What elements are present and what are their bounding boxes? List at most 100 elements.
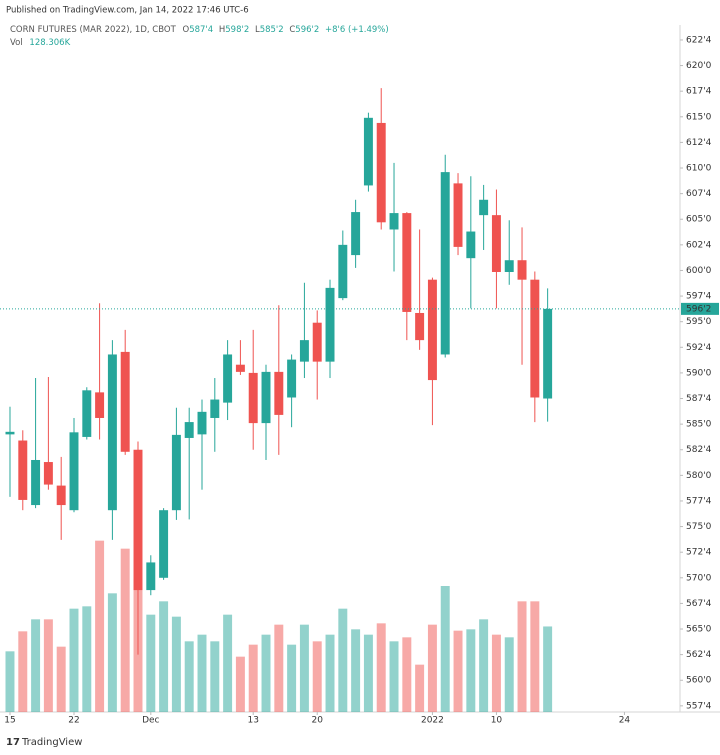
y-tick-label: 565'0 xyxy=(686,625,712,635)
y-tick-label: 582'4 xyxy=(686,445,712,455)
volume-bar xyxy=(69,608,79,712)
candle-body xyxy=(43,462,53,485)
candle-body xyxy=(453,183,463,247)
volume-bar xyxy=(107,593,117,712)
volume-bar xyxy=(235,656,245,712)
candle-body xyxy=(466,231,476,259)
volume-bar xyxy=(56,646,66,712)
candle-body xyxy=(491,215,501,272)
footer-brand: TradingView xyxy=(21,737,82,748)
volume-bar xyxy=(504,637,514,712)
candle-body xyxy=(184,422,194,438)
last-price-label: 596'2 xyxy=(686,304,711,314)
volume-bar xyxy=(146,614,156,712)
volume-bar xyxy=(274,624,284,712)
close-value: 596'2 xyxy=(295,25,319,35)
candle-body xyxy=(517,260,527,280)
volume-bar xyxy=(325,634,335,712)
low-prefix: L xyxy=(255,25,260,35)
y-tick-label: 617'4 xyxy=(686,87,712,97)
candle-body xyxy=(133,449,143,591)
candle-body xyxy=(376,122,386,223)
volume-bar xyxy=(120,548,130,712)
y-tick-label: 577'4 xyxy=(686,496,712,506)
candle-body xyxy=(325,287,335,362)
x-tick-label: 2022 xyxy=(421,716,444,726)
candle-body xyxy=(120,351,130,452)
volume-bar xyxy=(351,629,361,712)
volume-bar xyxy=(171,616,181,712)
volume-bar xyxy=(95,540,105,712)
candle-body xyxy=(82,390,92,437)
candle-body xyxy=(171,434,181,511)
y-tick-label: 602'4 xyxy=(686,240,712,250)
candle-body xyxy=(5,431,15,435)
y-tick-label: 572'4 xyxy=(686,548,712,558)
volume-bar xyxy=(402,637,412,712)
y-tick-label: 570'0 xyxy=(686,573,712,583)
low-value: 585'2 xyxy=(260,25,284,35)
open-prefix: O xyxy=(182,25,189,35)
vol-value: 128.306K xyxy=(29,38,70,48)
candle-body xyxy=(389,213,399,230)
volume-bar xyxy=(210,641,220,712)
volume-bar xyxy=(197,634,207,712)
y-tick-label: 595'0 xyxy=(686,317,712,327)
candle-body xyxy=(223,354,233,403)
candle-body xyxy=(210,399,220,418)
open-value: 587'4 xyxy=(189,25,213,35)
candle-body xyxy=(543,308,553,399)
y-tick-label: 610'0 xyxy=(686,164,712,174)
candle-body xyxy=(287,359,297,398)
volume-bar xyxy=(287,644,297,712)
y-tick-label: 590'0 xyxy=(686,368,712,378)
volume-bar xyxy=(248,644,258,712)
candle-body xyxy=(248,372,258,424)
y-tick-label: 567'4 xyxy=(686,599,712,609)
x-tick-label: 13 xyxy=(247,716,258,726)
candle-body xyxy=(146,562,156,591)
change: +8'6 (+1.49%) xyxy=(325,25,389,35)
candle-body xyxy=(338,244,348,299)
volume-bar xyxy=(18,631,28,712)
y-tick-label: 605'0 xyxy=(686,215,712,225)
vol-prefix: Vol xyxy=(10,38,23,48)
volume-bar xyxy=(299,624,309,712)
volume-bar xyxy=(363,634,373,712)
candle-body xyxy=(504,260,514,272)
y-tick-label: 580'0 xyxy=(686,471,712,481)
symbol: CORN FUTURES (MAR 2022), 1D, CBOT xyxy=(10,25,177,35)
x-tick-label: 22 xyxy=(68,716,79,726)
y-tick-label: 560'0 xyxy=(686,676,712,686)
volume-bar xyxy=(5,651,15,712)
y-tick-label: 575'0 xyxy=(686,522,712,532)
y-tick-label: 557'4 xyxy=(686,701,712,711)
volume-legend: Vol 128.306K xyxy=(10,38,71,48)
candle-body xyxy=(31,459,41,506)
candle-body xyxy=(197,411,207,435)
y-tick-label: 562'4 xyxy=(686,650,712,660)
published-note: Published on TradingView.com, Jan 14, 20… xyxy=(6,6,249,16)
volume-bar xyxy=(517,601,527,712)
volume-bar xyxy=(82,606,92,712)
candle-body xyxy=(261,371,271,424)
close-prefix: C xyxy=(289,25,295,35)
candle-body xyxy=(299,340,309,362)
x-tick-label: 24 xyxy=(619,716,631,726)
volume-bar xyxy=(223,614,233,712)
y-tick-label: 597'4 xyxy=(686,292,712,302)
candle-body xyxy=(440,172,450,355)
candle-body xyxy=(56,485,66,506)
y-tick-label: 600'0 xyxy=(686,266,712,276)
volume-bar xyxy=(43,619,53,712)
volume-bar xyxy=(543,626,553,712)
candle-body xyxy=(235,364,245,372)
candle-body xyxy=(427,279,437,381)
volume-bar xyxy=(415,664,425,712)
candle-body xyxy=(69,432,79,511)
candle-body xyxy=(363,117,373,186)
y-tick-label: 592'4 xyxy=(686,343,712,353)
high-value: 598'2 xyxy=(225,25,249,35)
candle-body xyxy=(107,354,117,511)
